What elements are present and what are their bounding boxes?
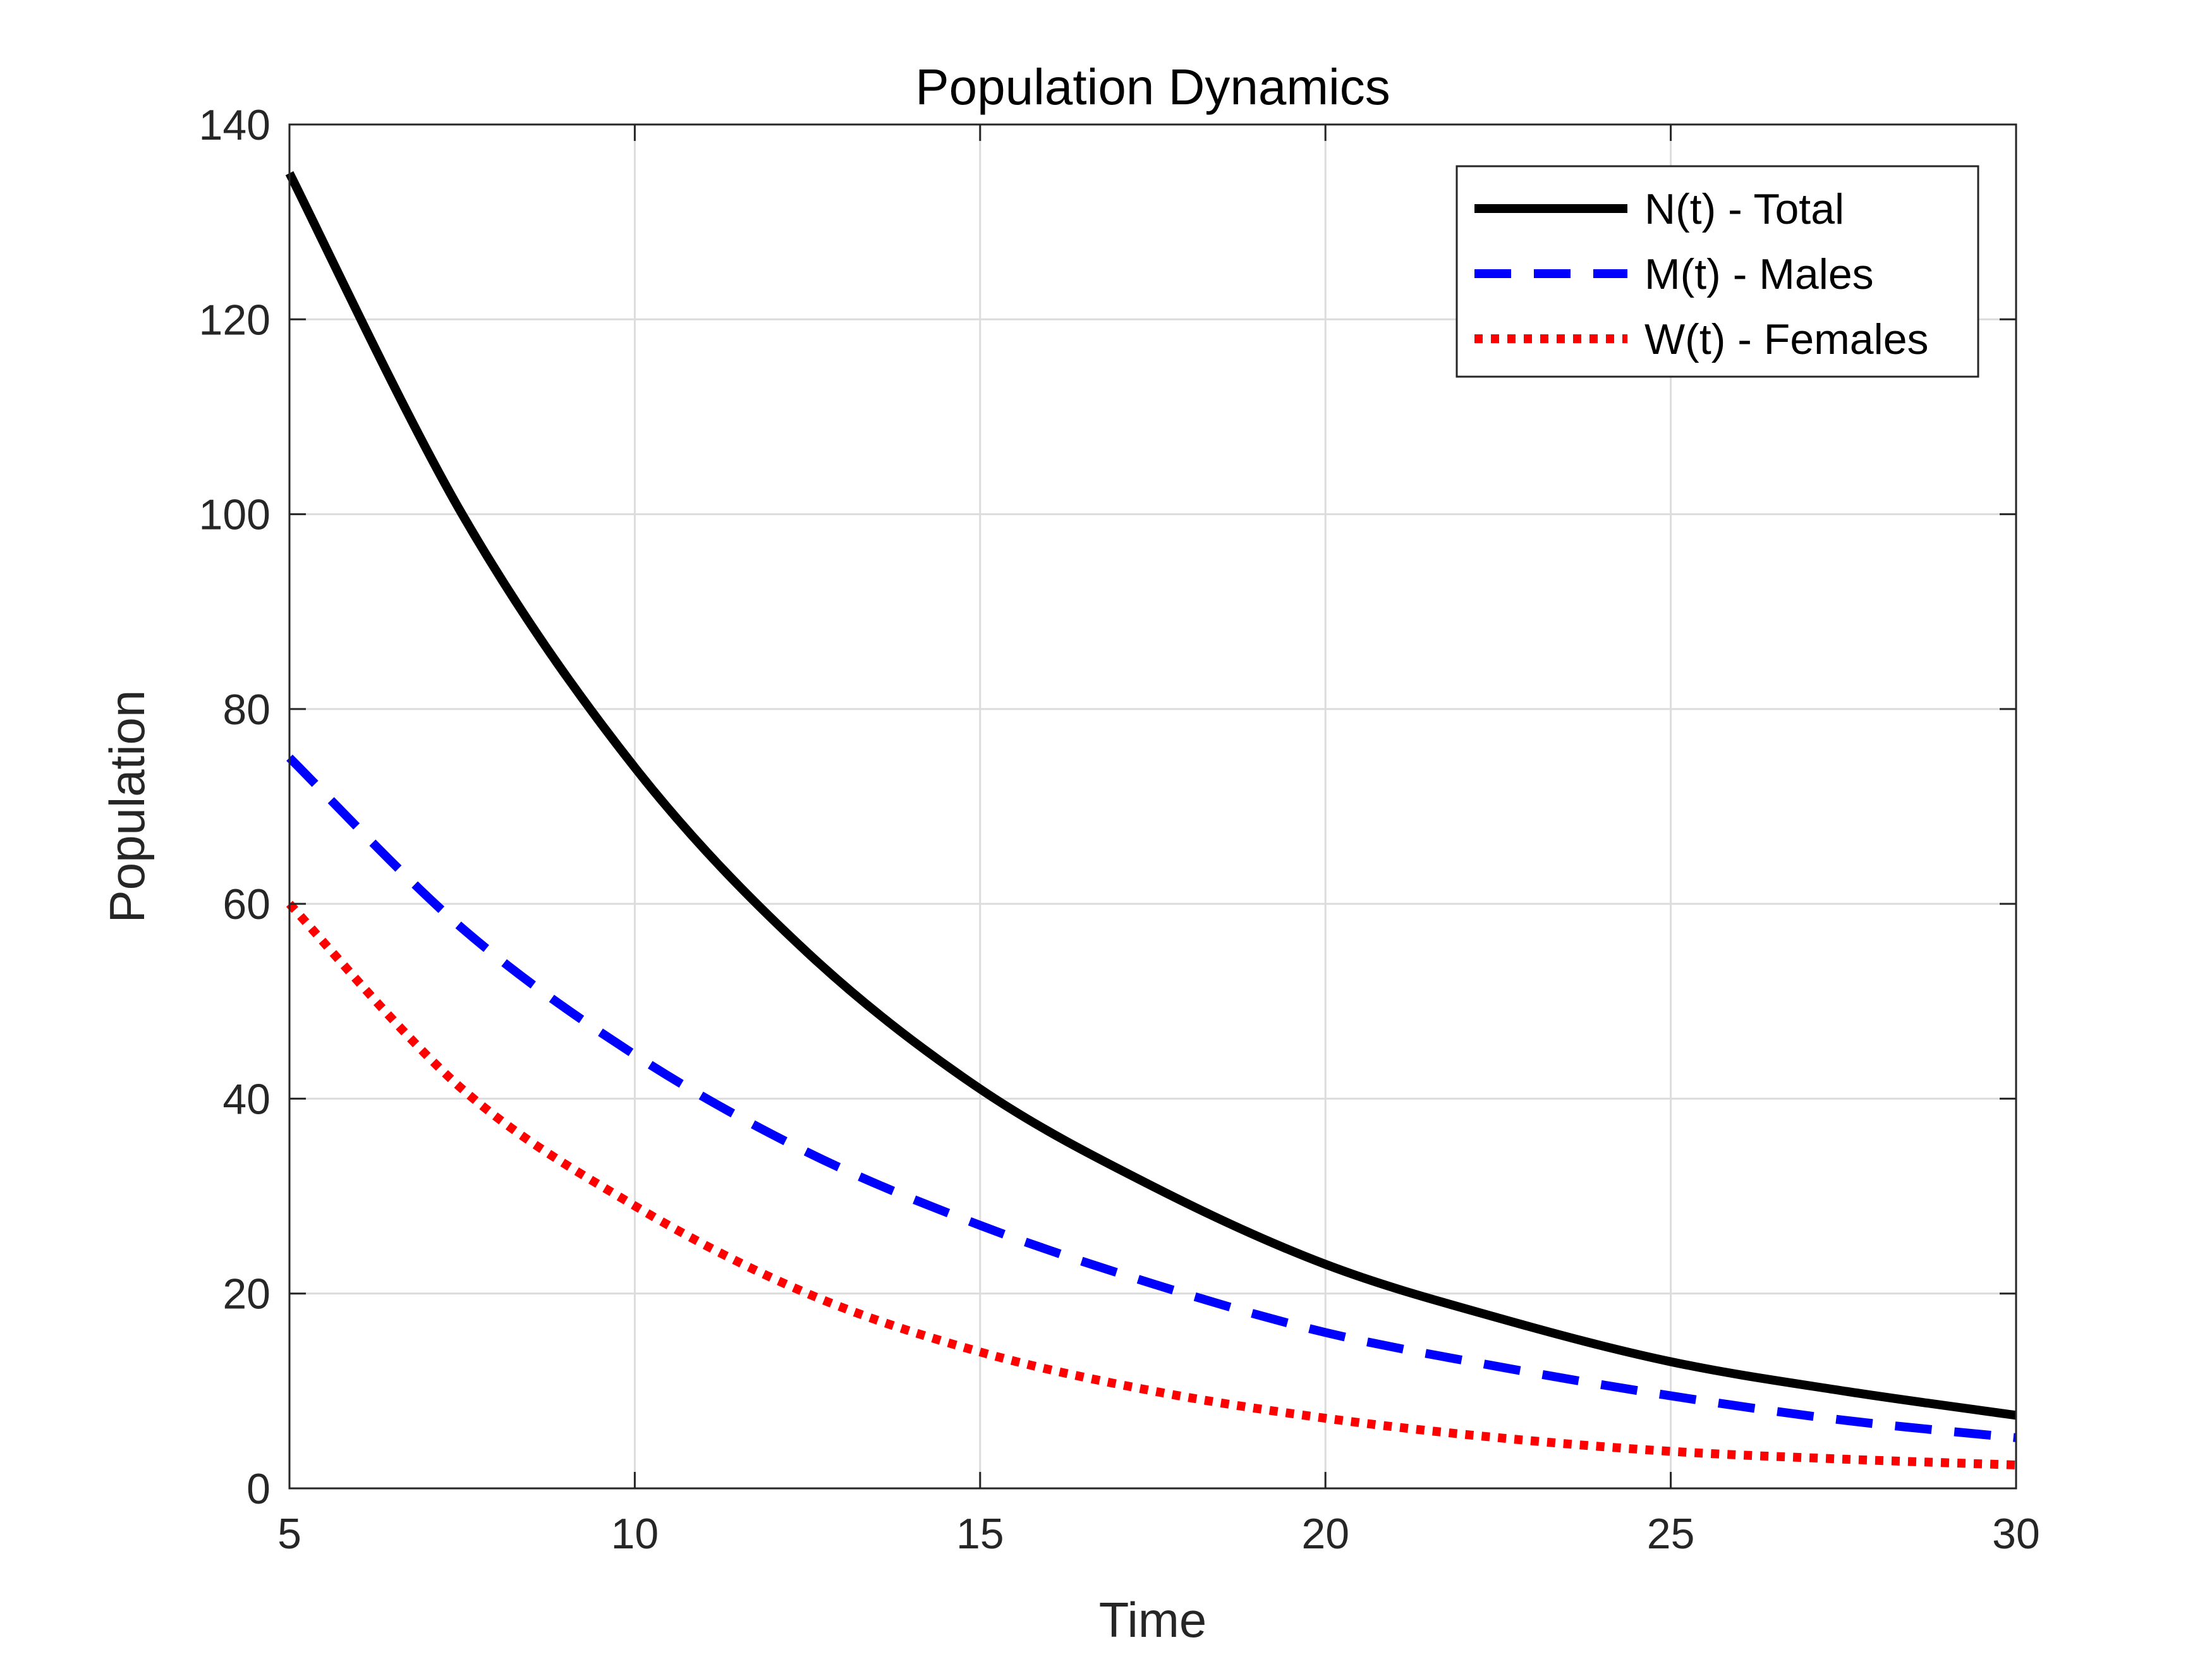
legend-label-3: W(t) - Females [1644, 315, 1929, 363]
chart-title: Population Dynamics [915, 59, 1390, 115]
x-tick-label: 15 [956, 1510, 1004, 1558]
x-axis-title: Time [1099, 1592, 1206, 1648]
y-tick-label: 20 [222, 1270, 270, 1318]
x-tick-label: 30 [1992, 1510, 2040, 1558]
y-tick-label: 100 [199, 491, 270, 539]
axes [288, 123, 2017, 1490]
legend-label-1: N(t) - Total [1644, 185, 1844, 233]
y-tick-label: 40 [222, 1075, 270, 1123]
x-tick-label: 20 [1301, 1510, 1349, 1558]
x-tick-label: 5 [277, 1510, 301, 1558]
tick-labels: 5 10 15 20 25 30 0 20 40 60 80 100 120 140 [199, 101, 2040, 1558]
series-line-1 [285, 171, 2017, 1420]
y-tick-label: 0 [246, 1465, 270, 1513]
x-tick-label: 10 [611, 1510, 659, 1558]
legend: N(t) - Total M(t) - Males W(t) - Females [1455, 165, 1979, 378]
y-tick-label: 60 [222, 880, 270, 928]
legend-label-2: M(t) - Males [1644, 250, 1874, 298]
y-tick-label: 140 [199, 101, 270, 149]
y-axis-title: Population [99, 690, 155, 923]
series-line-3 [286, 901, 2017, 1470]
series-group [285, 171, 2017, 1470]
x-tick-label: 25 [1647, 1510, 1695, 1558]
y-tick-label: 120 [199, 296, 270, 344]
y-tick-label: 80 [222, 686, 270, 734]
axes-box [288, 123, 2017, 1490]
